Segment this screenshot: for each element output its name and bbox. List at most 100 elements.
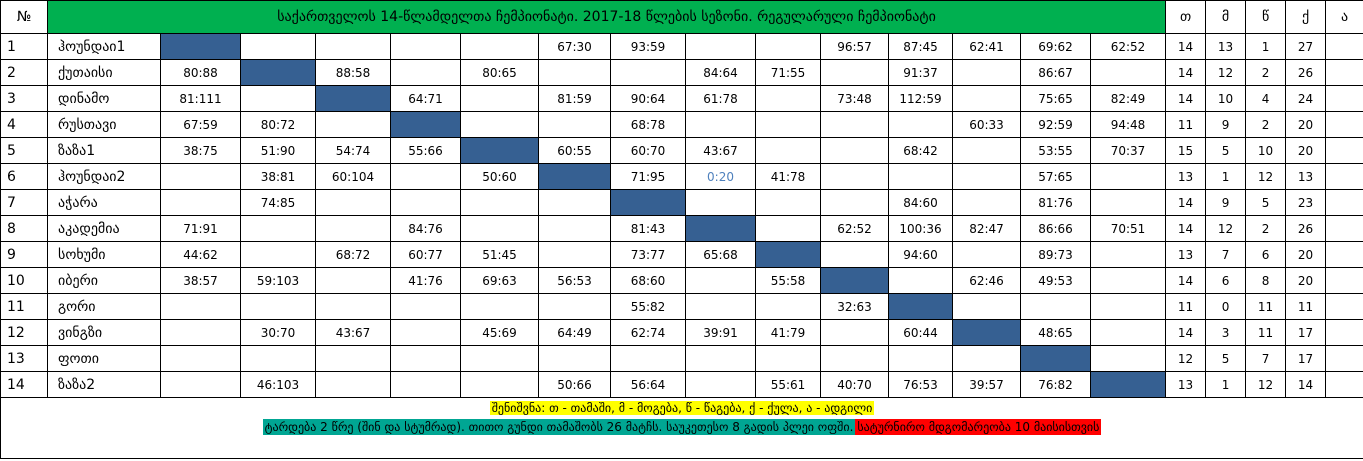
stat-cell: 20 — [1285, 241, 1327, 268]
result-cell: 71:91 — [160, 215, 241, 242]
result-cell: 32:63 — [820, 293, 889, 320]
result-cell: 38:75 — [160, 137, 241, 164]
result-cell: 62:46 — [952, 267, 1021, 294]
result-cell: 48:65 — [1020, 319, 1091, 346]
empty-cell — [820, 111, 889, 138]
result-cell: 38:57 — [160, 267, 241, 294]
row-number: 12 — [0, 319, 48, 346]
empty-cell — [1325, 293, 1363, 320]
row-number: 1 — [0, 33, 48, 60]
result-cell: 60:55 — [538, 137, 611, 164]
empty-cell — [240, 215, 316, 242]
diagonal-cell — [610, 189, 686, 216]
result-cell: 57:65 — [1020, 163, 1091, 190]
result-cell: 68:78 — [610, 111, 686, 138]
stat-cell: 24 — [1285, 85, 1327, 112]
result-cell: 30:70 — [240, 319, 316, 346]
empty-cell — [685, 33, 756, 60]
row-number: 9 — [0, 241, 48, 268]
result-cell: 60:104 — [315, 163, 391, 190]
number-header: № — [0, 0, 48, 34]
result-cell: 69:63 — [460, 267, 539, 294]
result-cell: 44:62 — [160, 241, 241, 268]
diagonal-cell — [538, 163, 611, 190]
empty-cell — [820, 137, 889, 164]
result-cell: 65:68 — [685, 241, 756, 268]
result-cell: 73:77 — [610, 241, 686, 268]
result-cell: 62:52 — [820, 215, 889, 242]
team-name: აჭარა — [47, 189, 161, 216]
empty-cell — [888, 345, 953, 372]
result-cell: 46:103 — [240, 371, 316, 398]
stat-cell: 9 — [1205, 189, 1247, 216]
empty-cell — [820, 319, 889, 346]
result-cell: 70:37 — [1089, 137, 1167, 164]
empty-cell — [820, 59, 889, 86]
team-row: 11 გორი 55:82 32:63 11 0 11 11 — [0, 293, 1363, 320]
result-cell: 50:66 — [538, 371, 611, 398]
stat-cell: 14 — [1165, 215, 1207, 242]
result-cell: 94:60 — [888, 241, 953, 268]
row-number: 7 — [0, 189, 48, 216]
info-note: ტარდება 2 წრე (შინ და სტუმრად). თითო გუნ… — [262, 419, 856, 435]
stat-cell: 15 — [1165, 137, 1207, 164]
empty-cell — [755, 111, 821, 138]
result-cell: 94:48 — [1089, 111, 1167, 138]
result-cell: 80:72 — [240, 111, 316, 138]
empty-cell — [1325, 163, 1363, 190]
result-cell: 69:62 — [1020, 33, 1091, 60]
empty-cell — [390, 189, 461, 216]
team-name: ქუთაისი — [47, 59, 161, 86]
stat-cell: 14 — [1165, 319, 1207, 346]
result-cell: 62:52 — [1089, 33, 1167, 60]
stat-cell: 5 — [1205, 345, 1247, 372]
empty-cell — [685, 371, 756, 398]
result-cell: 73:48 — [820, 85, 889, 112]
row-number: 10 — [0, 267, 48, 294]
empty-cell — [755, 189, 821, 216]
stat-cell: 8 — [1245, 267, 1287, 294]
stat-cell: 13 — [1165, 241, 1207, 268]
diagonal-cell — [952, 319, 1021, 346]
empty-cell — [160, 189, 241, 216]
row-number: 14 — [0, 371, 48, 398]
stat-cell: 12 — [1245, 371, 1287, 398]
stat-cell: 10 — [1245, 137, 1287, 164]
empty-cell — [610, 59, 686, 86]
empty-cell — [1325, 241, 1363, 268]
result-cell: 87:45 — [888, 33, 953, 60]
diagonal-cell — [460, 137, 539, 164]
result-cell: 55:58 — [755, 267, 821, 294]
stat-cell: 23 — [1285, 189, 1327, 216]
result-cell: 81:59 — [538, 85, 611, 112]
empty-cell — [820, 345, 889, 372]
stat-cell: 7 — [1205, 241, 1247, 268]
empty-cell — [952, 59, 1021, 86]
result-cell: 61:78 — [685, 85, 756, 112]
result-cell: 56:53 — [538, 267, 611, 294]
empty-cell — [685, 267, 756, 294]
stat-cell: 2 — [1245, 59, 1287, 86]
stat-cell: 12 — [1205, 59, 1247, 86]
diagonal-cell — [1089, 371, 1167, 398]
diagonal-cell — [315, 85, 391, 112]
result-cell: 67:30 — [538, 33, 611, 60]
stat-cell: 14 — [1165, 85, 1207, 112]
stat-cell: 27 — [1285, 33, 1327, 60]
result-cell: 60:33 — [952, 111, 1021, 138]
team-row: 13 ფოთი 12 5 7 17 — [0, 345, 1363, 372]
result-cell: 76:82 — [1020, 371, 1091, 398]
row-number: 13 — [0, 345, 48, 372]
empty-cell — [1325, 371, 1363, 398]
stat-cell: 12 — [1245, 163, 1287, 190]
result-cell: 40:70 — [820, 371, 889, 398]
empty-cell — [240, 345, 316, 372]
empty-cell — [755, 137, 821, 164]
empty-cell — [460, 85, 539, 112]
stat-header: ა — [1325, 0, 1363, 34]
empty-cell — [1325, 33, 1363, 60]
result-cell: 64:49 — [538, 319, 611, 346]
result-cell: 68:72 — [315, 241, 391, 268]
team-name: სოხუმი — [47, 241, 161, 268]
